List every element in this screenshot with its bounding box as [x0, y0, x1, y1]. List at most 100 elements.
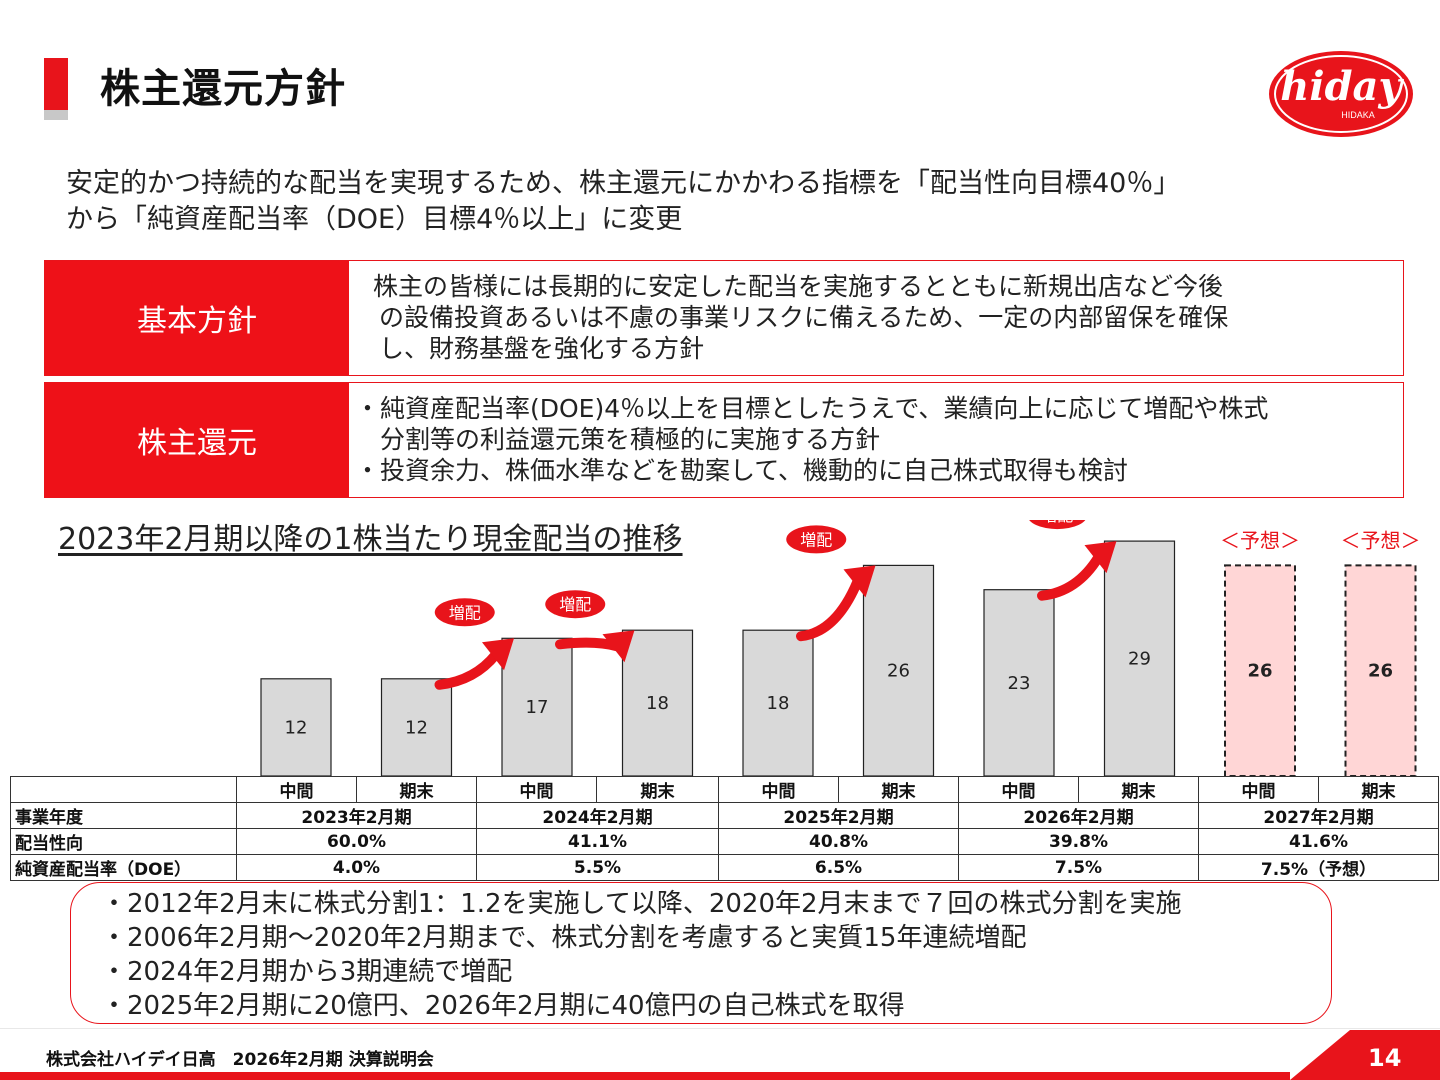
bar-value-label: 17: [526, 697, 549, 718]
increase-arrow: [555, 637, 622, 652]
increase-badge: [545, 590, 606, 619]
increase-arrow: [796, 576, 863, 642]
year-cell: 2026年2月期: [958, 802, 1199, 829]
shareholder-return-content: ・純資産配当率(DOE)4％以上を目標としたうえで、業績向上に応じて増配や株式 …: [349, 383, 1403, 497]
basic-policy-content: 株主の皆様には長期的に安定した配当を実施するとともに新規出店など今後 の設備投資…: [349, 261, 1403, 375]
table-subheader-cell: 期末: [1318, 776, 1439, 803]
forecast-label: ＜予想＞: [1341, 528, 1421, 552]
dividend-bar: [862, 564, 935, 776]
doe-cell: 7.5%: [958, 854, 1199, 881]
increase-arrow-head: [1084, 541, 1117, 574]
table-subheader-cell: 中間: [236, 776, 357, 803]
dividend-bar: [1103, 540, 1176, 776]
dividend-data-table: 中間 期末 中間 期末 中間 期末 中間 期末 中間 期末 事業年度 2023年…: [10, 776, 1439, 881]
notes-box: ・2012年2月末に株式分割1：1.2を実施して以降、2020年2月末まで７回の…: [70, 882, 1332, 1024]
increase-badge-label: 増配: [800, 530, 832, 549]
increase-badge: [786, 525, 847, 554]
increase-badge-label: 増配: [1041, 520, 1073, 525]
dividend-bar: [1224, 564, 1296, 776]
forecast-label: ＜予想＞: [1220, 528, 1300, 552]
doe-cell: 7.5%（予想）: [1198, 854, 1439, 881]
hiday-logo: hiday HIDAKA: [1269, 51, 1413, 137]
table-subheader-cell: 期末: [1078, 776, 1199, 803]
footer-red-corner: [1290, 1030, 1440, 1080]
basic-policy-label: 基本方針: [45, 261, 349, 375]
policy-line: ・投資余力、株価水準などを勘案して、機動的に自己株式取得も検討: [355, 456, 1129, 485]
increase-badge-label: 増配: [449, 603, 481, 622]
dividend-bar: [621, 629, 694, 776]
year-cell: 2024年2月期: [476, 802, 719, 829]
note-line: ・2025年2月期に20億円、2026年2月期に40億円の自己株式を取得: [101, 991, 905, 1021]
increase-badge: [434, 598, 495, 627]
intro-text: 安定的かつ持続的な配当を実現するため、株主還元にかかわる指標を「配当性向目標40…: [66, 166, 1396, 238]
dividend-bar: [380, 678, 453, 776]
table-row: 事業年度 2023年2月期 2024年2月期 2025年2月期 2026年2月期…: [10, 802, 1439, 829]
basic-policy-row: 基本方針 株主の皆様には長期的に安定した配当を実施するとともに新規出店など今後 …: [44, 260, 1404, 376]
policy-line: ・純資産配当率(DOE)4％以上を目標としたうえで、業績向上に応じて増配や株式: [355, 394, 1269, 423]
shareholder-return-row: 株主還元 ・純資産配当率(DOE)4％以上を目標としたうえで、業績向上に応じて増…: [44, 382, 1404, 498]
doe-cell: 6.5%: [718, 854, 959, 881]
increase-arrow: [1037, 552, 1104, 601]
row-label-year: 事業年度: [10, 802, 237, 829]
dividend-bar: [501, 637, 573, 776]
note-line: ・2006年2月期～2020年2月期まで、株式分割を考慮すると実質15年連続増配: [101, 923, 1027, 953]
svg-text:HIDAKA: HIDAKA: [1341, 110, 1375, 120]
dividend-bar: [260, 678, 332, 776]
footer-red-strip: [0, 1072, 1290, 1080]
intro-line: から「純資産配当率（DOE）目標4％以上」に変更: [66, 204, 683, 235]
increase-arrow: [434, 649, 501, 690]
bar-value-label: 18: [646, 693, 669, 714]
shareholder-return-label: 株主還元: [45, 383, 349, 497]
table-subheader-cell: 中間: [1198, 776, 1319, 803]
bar-value-label: 26: [1247, 661, 1272, 682]
table-row: 純資産配当率（DOE） 4.0% 5.5% 6.5% 7.5% 7.5%（予想）: [10, 854, 1439, 881]
payout-cell: 39.8%: [958, 828, 1199, 855]
policy-line: の設備投資あるいは不慮の事業リスクに備えるため、一定の内部留保を確保: [379, 303, 1229, 332]
doe-cell: 5.5%: [476, 854, 719, 881]
table-corner-cell: [10, 776, 237, 803]
payout-cell: 40.8%: [718, 828, 959, 855]
table-subheader-cell: 中間: [476, 776, 597, 803]
doe-cell: 4.0%: [236, 854, 477, 881]
table-subheader-cell: 期末: [356, 776, 477, 803]
bar-value-label: 29: [1128, 649, 1151, 670]
bar-value-label: 26: [1368, 661, 1393, 682]
footer-divider: [0, 1028, 1440, 1029]
intro-line: 安定的かつ持続的な配当を実現するため、株主還元にかかわる指標を「配当性向目標40…: [66, 168, 1181, 199]
title-accent-bar: [44, 58, 68, 120]
row-label-payout: 配当性向: [10, 828, 237, 855]
increase-arrow-head: [843, 565, 876, 598]
payout-cell: 41.6%: [1198, 828, 1439, 855]
bar-value-label: 18: [767, 693, 790, 714]
page-title: 株主還元方針: [100, 66, 346, 112]
increase-badge-label: 増配: [559, 595, 591, 614]
bar-value-label: 23: [1008, 673, 1031, 694]
table-subheader-cell: 中間: [958, 776, 1079, 803]
footer-company: 株式会社ハイデイ日高 2026年2月期 決算説明会: [46, 1050, 434, 1070]
table-subheader-cell: 期末: [838, 776, 959, 803]
payout-cell: 60.0%: [236, 828, 477, 855]
note-line: ・2012年2月末に株式分割1：1.2を実施して以降、2020年2月末まで７回の…: [101, 889, 1182, 919]
policy-line: 株主の皆様には長期的に安定した配当を実施するとともに新規出店など今後: [373, 272, 1224, 301]
bar-value-label: 26: [887, 661, 910, 682]
year-cell: 2027年2月期: [1198, 802, 1439, 829]
bar-value-label: 12: [285, 717, 308, 738]
year-cell: 2025年2月期: [718, 802, 959, 829]
policy-line: 分割等の利益還元策を積極的に実施する方針: [355, 425, 881, 454]
table-row: 配当性向 60.0% 41.1% 40.8% 39.8% 41.6%: [10, 828, 1439, 855]
increase-arrow-head: [602, 630, 635, 663]
increase-badge: [1029, 520, 1086, 530]
payout-cell: 41.1%: [476, 828, 719, 855]
page-number: 14: [1368, 1044, 1402, 1072]
increase-arrow-head: [482, 638, 514, 671]
table-subheader-cell: 中間: [718, 776, 839, 803]
note-line: ・2024年2月期から3期連続で増配: [101, 957, 513, 987]
year-cell: 2023年2月期: [236, 802, 477, 829]
dividend-bar: [742, 629, 814, 776]
svg-text:hiday: hiday: [1280, 63, 1404, 110]
dividend-bar: [983, 589, 1055, 776]
policy-line: し、財務基盤を強化する方針: [379, 334, 705, 363]
table-subheader-cell: 期末: [596, 776, 719, 803]
chart-title: 2023年2月期以降の1株当たり現金配当の推移: [58, 522, 683, 557]
table-header-row: 中間 期末 中間 期末 中間 期末 中間 期末 中間 期末: [10, 776, 1439, 803]
